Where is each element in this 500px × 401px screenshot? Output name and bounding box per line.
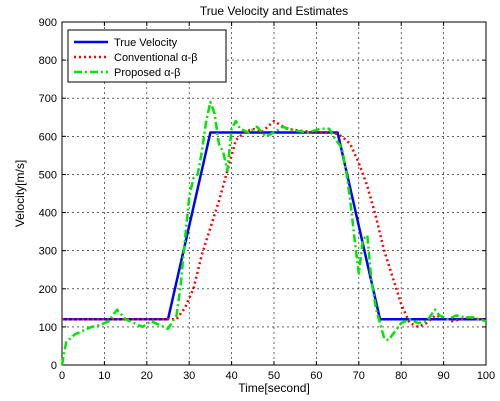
series-line-3 <box>60 100 487 366</box>
y-tick-label: 400 <box>39 208 57 220</box>
y-tick-label: 200 <box>39 284 57 296</box>
series-line-1 <box>62 131 486 321</box>
y-tick-label: 0 <box>51 360 57 372</box>
legend-label-3: Proposed α-β <box>114 67 181 79</box>
y-tick-label: 700 <box>39 93 57 105</box>
x-tick-label: 20 <box>141 370 153 382</box>
y-axis-label: Velocity[m/s] <box>13 160 27 227</box>
x-tick-label: 40 <box>225 370 237 382</box>
x-tick-label: 100 <box>477 370 495 382</box>
y-tick-label: 300 <box>39 246 57 258</box>
grid <box>62 22 486 365</box>
x-tick-label: 50 <box>268 370 280 382</box>
y-tick-label: 800 <box>39 55 57 67</box>
chart-title: True Velocity and Estimates <box>200 4 348 18</box>
y-tick-label: 100 <box>39 322 57 334</box>
legend-label-2: Conventional α-β <box>114 52 198 64</box>
x-axis-label: Time[second] <box>238 381 310 395</box>
y-tick-label: 500 <box>39 169 57 181</box>
legend: True Velocity Conventional α-β Proposed α-… <box>67 29 227 83</box>
x-tick-label: 80 <box>395 370 407 382</box>
y-tick-label: 900 <box>39 17 57 29</box>
series-group <box>60 100 487 366</box>
x-tick-label: 30 <box>183 370 195 382</box>
ticks: 0 10 20 30 40 50 60 70 80 90 100 0 100 200 300 400 500 60… <box>39 17 496 382</box>
x-tick-label: 70 <box>353 370 365 382</box>
x-tick-label: 0 <box>59 370 65 382</box>
x-tick-label: 90 <box>437 370 449 382</box>
x-tick-label: 10 <box>98 370 110 382</box>
x-tick-label: 60 <box>310 370 322 382</box>
legend-label-1: True Velocity <box>114 37 178 49</box>
y-tick-label: 600 <box>39 131 57 143</box>
